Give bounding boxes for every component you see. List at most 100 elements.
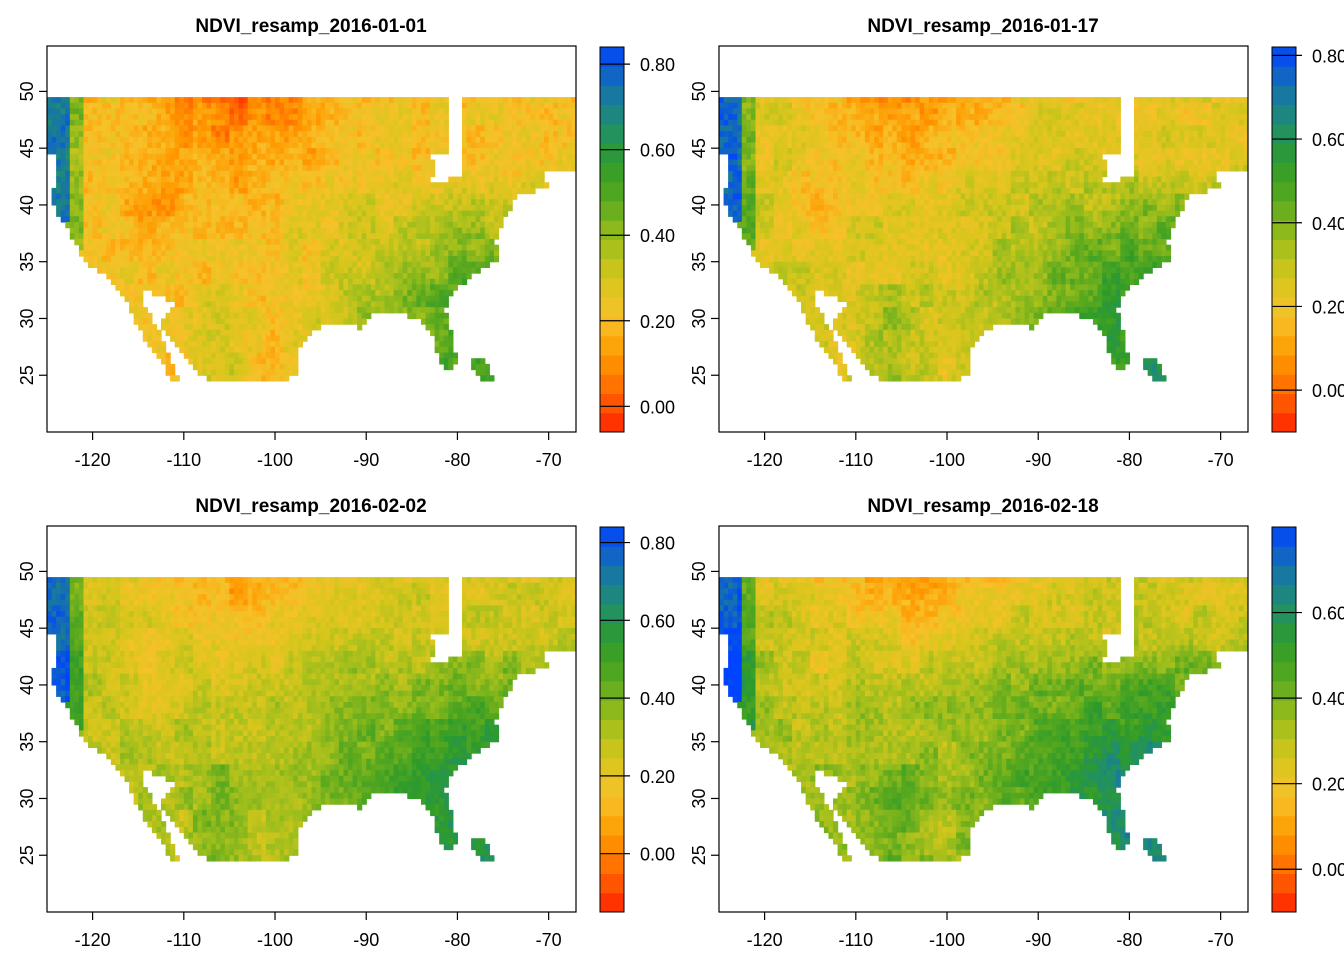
- raster-cell: [174, 204, 180, 212]
- raster-cell: [407, 148, 413, 155]
- raster-cell: [732, 114, 738, 121]
- raster-cell: [562, 142, 568, 149]
- raster-cell: [233, 182, 240, 189]
- raster-cell: [215, 165, 221, 172]
- raster-cell: [142, 324, 148, 331]
- raster-cell: [901, 125, 907, 132]
- raster-cell: [338, 284, 345, 291]
- raster-cell: [275, 284, 281, 291]
- raster-cell: [265, 216, 272, 223]
- raster-cell: [951, 108, 957, 115]
- raster-cell: [883, 125, 889, 132]
- raster-cell: [471, 244, 477, 251]
- raster-cell: [56, 210, 62, 217]
- raster-cell: [256, 199, 262, 206]
- raster-cell: [503, 204, 509, 212]
- raster-cell: [233, 114, 240, 121]
- raster-cell: [284, 239, 290, 246]
- raster-cell: [165, 363, 171, 371]
- raster-cell: [493, 159, 500, 166]
- raster-cell: [302, 318, 308, 325]
- raster-cell: [238, 318, 244, 325]
- raster-cell: [1061, 125, 1067, 132]
- raster-cell: [106, 221, 112, 229]
- raster-cell: [343, 312, 349, 320]
- raster-cell: [170, 136, 176, 144]
- raster-cell: [202, 307, 208, 314]
- raster-cell: [407, 108, 413, 115]
- raster-cell: [764, 119, 770, 127]
- raster-cell: [434, 335, 440, 342]
- raster-cell: [293, 199, 299, 206]
- raster-cell: [571, 119, 576, 127]
- raster-cell: [170, 102, 176, 110]
- raster-cell: [370, 148, 376, 155]
- raster-cell: [347, 170, 354, 178]
- raster-cell: [539, 108, 545, 115]
- raster-cell: [238, 233, 244, 240]
- raster-cell: [256, 284, 262, 291]
- raster-cell: [247, 233, 253, 240]
- raster-cell: [562, 148, 568, 155]
- raster-cell: [548, 131, 554, 138]
- raster-cell: [997, 114, 1003, 121]
- raster-cell: [97, 244, 103, 251]
- raster-cell: [347, 261, 354, 268]
- raster-cell: [183, 227, 189, 234]
- raster-cell: [370, 290, 376, 297]
- raster-cell: [389, 233, 395, 240]
- raster-cell: [165, 256, 171, 263]
- raster-cell: [211, 335, 217, 342]
- raster-cell: [97, 176, 103, 183]
- raster-cell: [174, 199, 180, 206]
- raster-cell: [138, 182, 144, 189]
- raster-cell: [983, 119, 989, 127]
- raster-cell: [361, 148, 367, 155]
- raster-cell: [288, 233, 294, 240]
- raster-cell: [375, 102, 381, 110]
- raster-cell: [142, 204, 148, 212]
- raster-cell: [275, 153, 281, 161]
- raster-cell: [211, 261, 217, 268]
- raster-cell: [320, 102, 326, 110]
- raster-cell: [311, 159, 317, 166]
- raster-cell: [179, 142, 185, 149]
- raster-cell: [202, 204, 208, 212]
- raster-cell: [265, 114, 272, 121]
- raster-cell: [284, 284, 290, 291]
- raster-cell: [74, 159, 80, 166]
- raster-cell: [366, 142, 372, 149]
- raster-cell: [764, 97, 770, 104]
- raster-cell: [247, 256, 253, 263]
- raster-cell: [206, 273, 212, 280]
- raster-cell: [165, 358, 171, 365]
- raster-cell: [288, 295, 294, 303]
- raster-cell: [443, 119, 449, 127]
- raster-cell: [151, 170, 158, 178]
- raster-cell: [475, 148, 481, 155]
- raster-cell: [384, 295, 390, 303]
- raster-cell: [124, 244, 130, 251]
- raster-cell: [343, 307, 349, 314]
- raster-cell: [110, 170, 116, 178]
- raster-cell: [279, 176, 285, 183]
- raster-cell: [407, 284, 413, 291]
- raster-cell: [484, 199, 490, 206]
- raster-cell: [420, 159, 427, 166]
- raster-cell: [507, 131, 513, 138]
- raster-cell: [864, 114, 871, 121]
- raster-cell: [279, 278, 285, 286]
- raster-cell: [270, 256, 276, 263]
- raster-cell: [224, 153, 231, 161]
- raster-cell: [484, 119, 490, 127]
- raster-cell: [179, 119, 185, 127]
- raster-cell: [256, 114, 262, 121]
- raster-cell: [142, 307, 148, 314]
- raster-cell: [78, 239, 85, 246]
- raster-cell: [1133, 102, 1140, 110]
- raster-cell: [69, 131, 75, 138]
- raster-cell: [329, 221, 335, 229]
- raster-cell: [151, 256, 158, 263]
- raster-cell: [256, 290, 262, 297]
- raster-cell: [306, 108, 313, 115]
